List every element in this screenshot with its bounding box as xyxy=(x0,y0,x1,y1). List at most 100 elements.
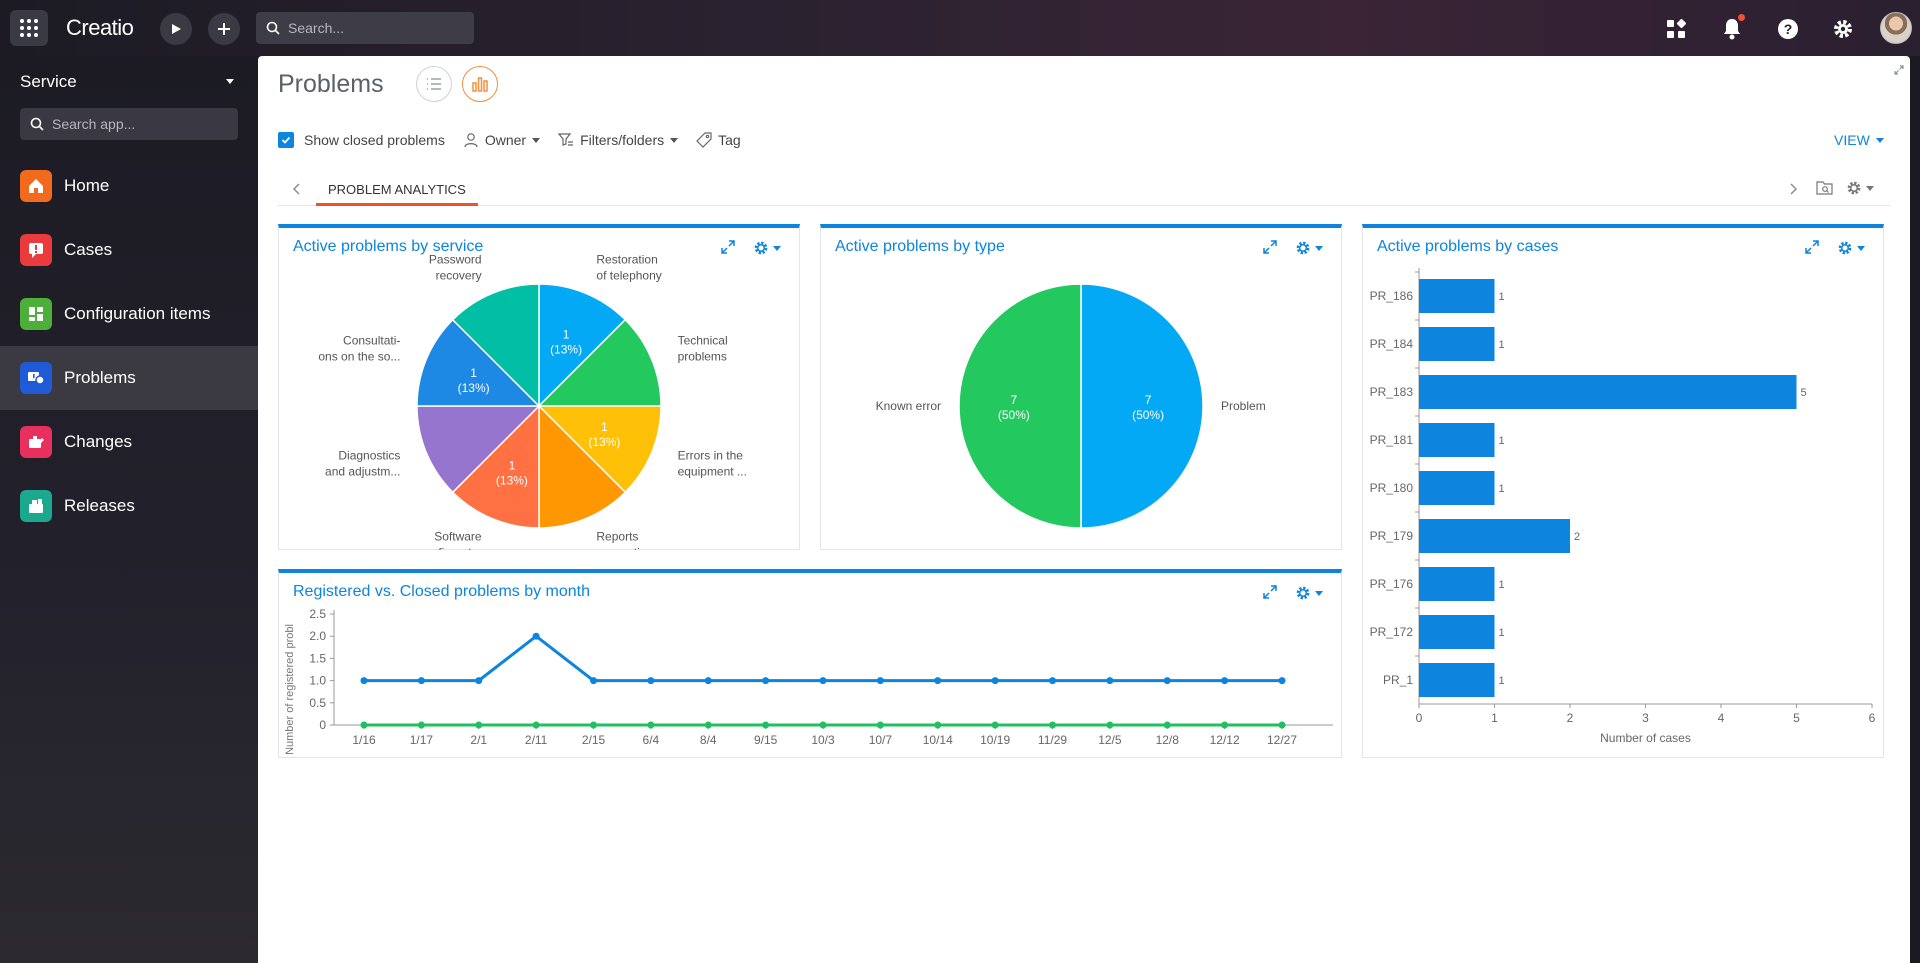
chevron-down-icon xyxy=(773,245,781,251)
filters-folders-label: Filters/folders xyxy=(580,132,665,148)
widget-title[interactable]: Registered vs. Closed problems by month xyxy=(293,583,591,600)
pie-slice xyxy=(958,283,1082,529)
workspace-caret-icon[interactable] xyxy=(226,79,234,84)
global-search-input[interactable]: Search... xyxy=(256,12,474,44)
view-menu-button[interactable]: VIEW xyxy=(1834,132,1884,148)
slice-category-label: Consultati-ons on the so... xyxy=(318,334,400,364)
sidebar-item-problems[interactable]: Problems xyxy=(0,346,258,410)
expand-icon xyxy=(721,240,735,254)
x-tick-label: 2/11 xyxy=(525,733,548,747)
show-closed-label[interactable]: Show closed problems xyxy=(304,132,445,148)
x-tick-label: 8/4 xyxy=(700,733,717,747)
series-point xyxy=(762,721,770,729)
show-closed-checkbox[interactable] xyxy=(278,132,294,148)
tab-scroll-right-button[interactable] xyxy=(1786,182,1800,201)
system-settings-button[interactable] xyxy=(1828,14,1858,44)
bar-value-label: 1 xyxy=(1499,435,1505,447)
help-button[interactable]: ? xyxy=(1773,14,1803,44)
slice-percent-label: (50%) xyxy=(1132,408,1164,422)
chevron-down-icon xyxy=(1315,245,1323,251)
tag-button[interactable]: Tag xyxy=(696,132,741,148)
bar xyxy=(1419,471,1495,505)
creatio-logo: Creatio xyxy=(66,15,134,40)
changes-icon xyxy=(20,426,52,458)
home-icon xyxy=(20,170,52,202)
dashboards-button[interactable] xyxy=(1661,14,1691,44)
analytics-view-button[interactable] xyxy=(462,66,498,102)
sidebar-item-changes[interactable]: Changes xyxy=(0,410,258,474)
play-icon xyxy=(172,24,181,34)
series-point xyxy=(1163,721,1171,729)
slice-percent-label: (13%) xyxy=(550,343,582,357)
global-search-placeholder: Search... xyxy=(288,20,345,36)
series-point xyxy=(762,677,770,685)
widget-expand-button[interactable] xyxy=(1263,585,1277,604)
x-tick-label: 10/7 xyxy=(869,733,893,747)
sidebar-item-label: Problems xyxy=(64,368,136,387)
slice-category-label: Password recovery xyxy=(429,252,482,282)
series-point xyxy=(934,721,942,729)
gear-icon xyxy=(1296,241,1310,255)
chevron-down-icon xyxy=(1875,137,1884,143)
run-process-button[interactable] xyxy=(160,13,192,45)
filters-folders-button[interactable]: Filters/folders xyxy=(558,132,679,148)
bar-chart-icon xyxy=(472,77,488,92)
grid-icon xyxy=(20,19,38,37)
plus-icon xyxy=(218,23,230,35)
widget-settings-button[interactable] xyxy=(1837,240,1865,256)
widgets-icon xyxy=(1667,19,1686,38)
tab-problem-analytics[interactable]: PROBLEM ANALYTICS xyxy=(316,176,478,206)
sidebar: Service Search app... Home Cases Configu… xyxy=(0,56,258,963)
add-button[interactable] xyxy=(208,13,240,45)
notifications-button[interactable] xyxy=(1717,14,1747,44)
app-launcher-button[interactable] xyxy=(10,10,48,46)
slice-category-label: Diagnostics and adjustm... xyxy=(325,448,400,478)
tag-icon xyxy=(696,132,712,148)
owner-filter[interactable]: Owner xyxy=(463,132,541,148)
series-point xyxy=(647,677,655,685)
fullscreen-icon[interactable] xyxy=(1894,62,1904,80)
dashboard-settings-button[interactable] xyxy=(1846,180,1874,196)
widget-registered-vs-closed: Registered vs. Closed problems by month … xyxy=(278,569,1342,758)
workspace-title[interactable]: Service xyxy=(20,72,77,91)
widget-settings-button[interactable] xyxy=(1295,585,1323,601)
expand-icon xyxy=(1263,585,1277,599)
series-point xyxy=(360,677,368,685)
widget-expand-button[interactable] xyxy=(1805,240,1819,259)
slice-category-label: Problem xyxy=(1221,399,1266,413)
pie-slice xyxy=(416,405,541,494)
bar-category-label: PR_172 xyxy=(1370,625,1414,639)
tag-label: Tag xyxy=(718,132,741,148)
widget-expand-button[interactable] xyxy=(721,240,735,259)
folder-search-icon xyxy=(1816,181,1833,195)
x-tick-label: 10/3 xyxy=(811,733,835,747)
list-view-button[interactable] xyxy=(416,66,452,102)
chevron-down-icon xyxy=(1857,245,1865,251)
widget-settings-button[interactable] xyxy=(1295,240,1323,256)
user-avatar[interactable] xyxy=(1880,12,1912,44)
bar-value-label: 1 xyxy=(1499,579,1505,591)
sidebar-item-home[interactable]: Home xyxy=(0,154,258,218)
sidebar-item-configuration-items[interactable]: Configuration items xyxy=(0,282,258,346)
widget-settings-button[interactable] xyxy=(753,240,781,256)
dashboard-folder-button[interactable] xyxy=(1816,180,1834,201)
widget-expand-button[interactable] xyxy=(1263,240,1277,259)
sidebar-item-releases[interactable]: Releases xyxy=(0,474,258,538)
gear-icon xyxy=(1838,241,1852,255)
slice-category-label: Known error xyxy=(876,399,941,413)
bar-value-label: 1 xyxy=(1499,339,1505,351)
series-point xyxy=(475,721,483,729)
widget-title[interactable]: Active problems by service xyxy=(293,238,484,255)
bar xyxy=(1419,279,1495,313)
app-search-input[interactable]: Search app... xyxy=(20,108,238,140)
widget-title[interactable]: Active problems by cases xyxy=(1377,238,1559,255)
gear-icon xyxy=(1834,20,1852,38)
sidebar-item-cases[interactable]: Cases xyxy=(0,218,258,282)
x-tick-label: 1 xyxy=(1491,711,1498,725)
widget-title[interactable]: Active problems by type xyxy=(835,238,1005,255)
tab-scroll-left-button[interactable] xyxy=(290,182,304,201)
x-tick-label: 6 xyxy=(1869,711,1876,725)
slice-category-label: Reportsgeneration xyxy=(596,530,653,550)
x-tick-label: 4 xyxy=(1718,711,1725,725)
case-icon xyxy=(20,234,52,266)
